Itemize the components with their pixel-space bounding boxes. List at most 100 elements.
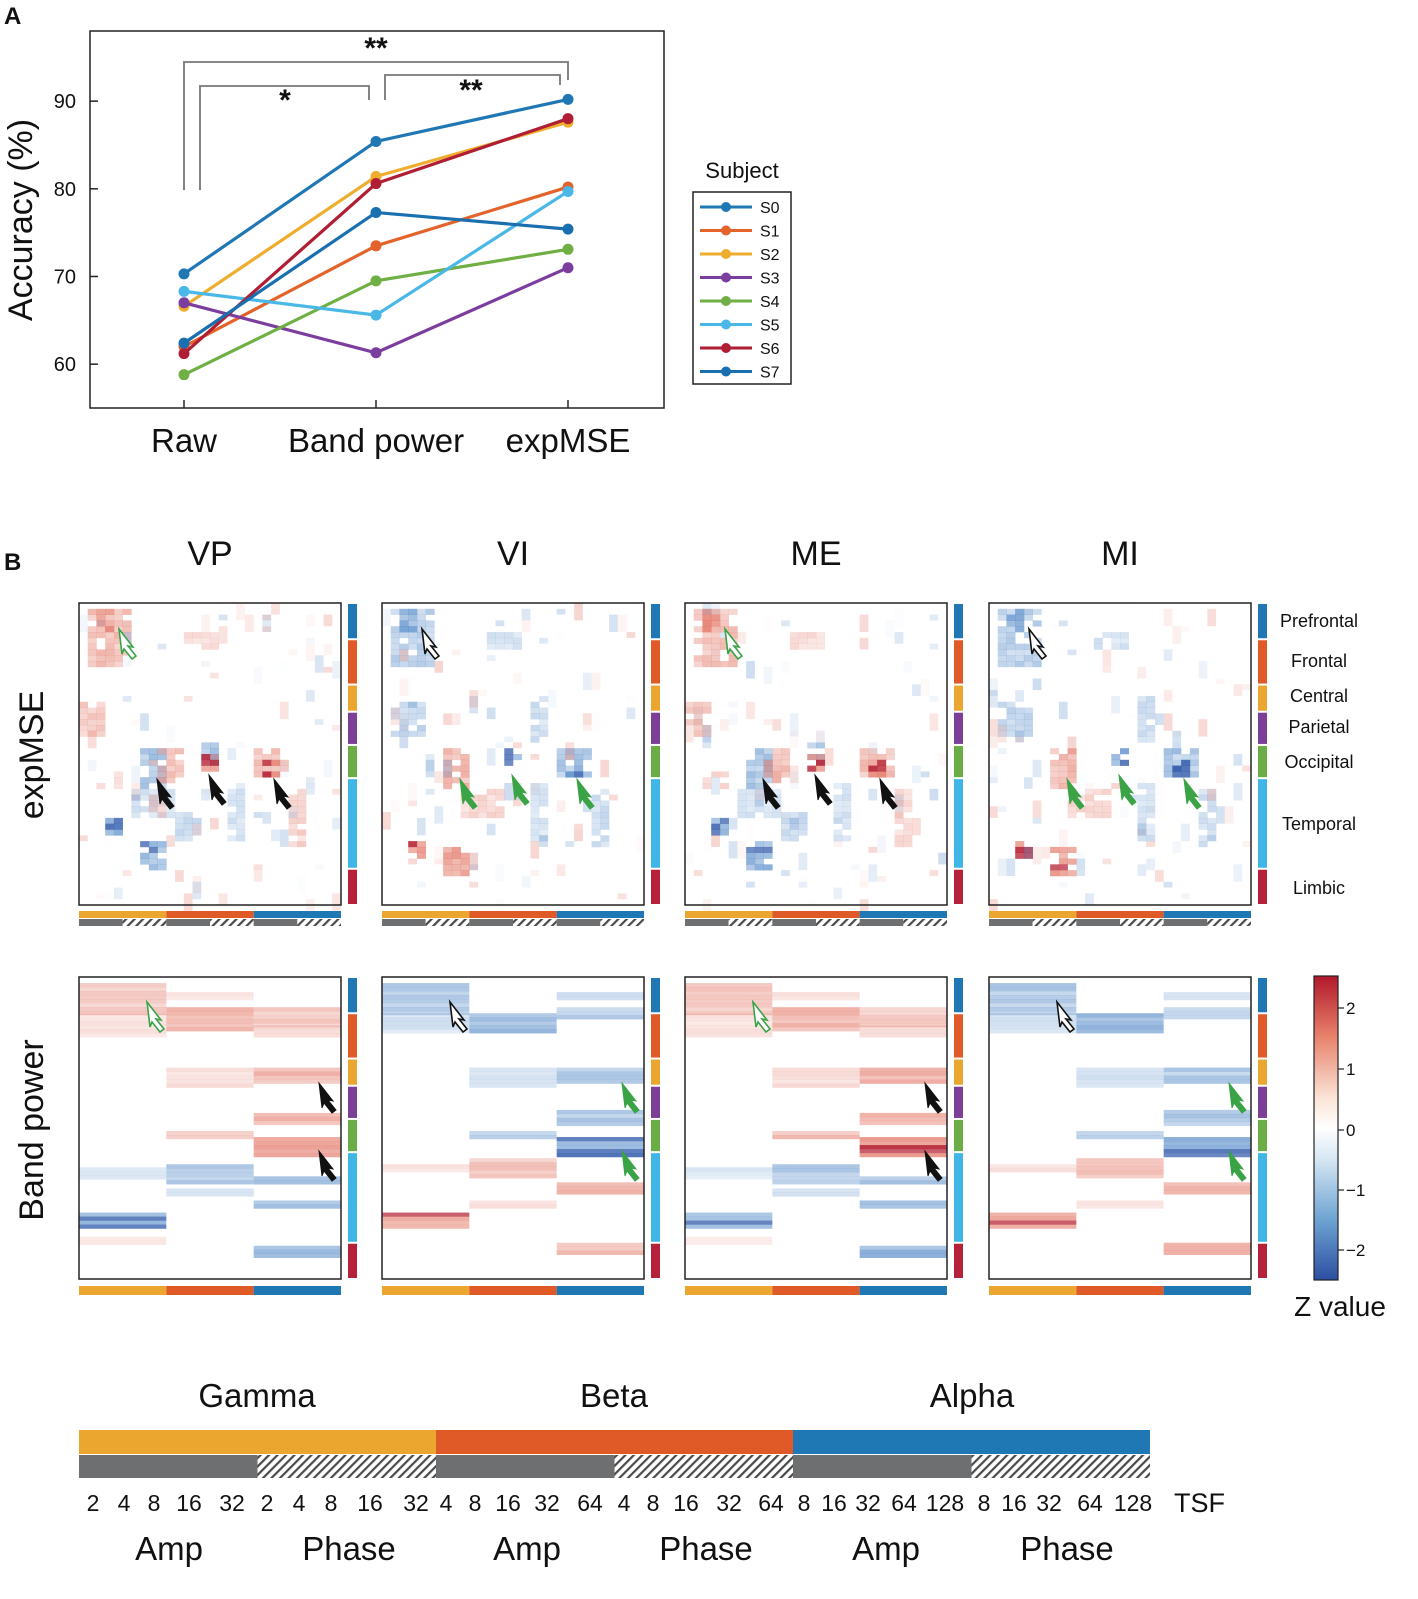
heatmap-cell <box>183 829 193 836</box>
heatmap-cell <box>574 759 584 766</box>
heatmap-cell <box>1207 794 1217 801</box>
heatmap-stripe <box>989 987 1077 992</box>
heatmap-stripe <box>556 1113 644 1119</box>
heatmap-stripe <box>469 1135 557 1140</box>
region-strip <box>651 869 660 904</box>
heatmap-cell <box>693 707 703 725</box>
region-strip <box>1258 869 1267 904</box>
phase-strip <box>1032 919 1077 926</box>
heatmap-stripe <box>989 983 1077 988</box>
heatmap-cell <box>443 759 453 766</box>
heatmap-cell <box>271 603 280 615</box>
heatmap-cell <box>175 829 185 836</box>
heatmap-stripe <box>166 1168 254 1173</box>
heatmap-cell <box>702 649 712 656</box>
heatmap-cell <box>1058 783 1068 790</box>
y-tick-label: 70 <box>54 266 76 288</box>
heatmap-cell <box>140 794 150 801</box>
significance-brackets: * **** <box>183 32 569 190</box>
heatmap-cell <box>711 649 720 661</box>
heatmap-cell <box>702 736 712 749</box>
heatmap-stripe <box>166 1075 254 1080</box>
heatmap-stripe <box>469 1131 557 1136</box>
heatmap-cell <box>201 788 210 801</box>
heatmap-cell <box>408 719 418 726</box>
heatmap-stripe <box>469 1075 557 1080</box>
heatmap-cell <box>1006 620 1016 627</box>
heatmap-cell <box>921 679 930 696</box>
heatmap-cell <box>416 707 426 714</box>
heatmap-cell <box>685 724 694 743</box>
heatmap-cell <box>746 852 756 859</box>
heatmap-cell <box>1006 608 1016 615</box>
heatmap-cell <box>1050 748 1060 755</box>
heatmap-stripe <box>469 1071 557 1076</box>
heatmap-cell <box>504 759 514 766</box>
heatmap-stripe <box>859 1071 947 1076</box>
colorbar-gradient <box>1313 975 1339 1281</box>
tsf-number: 8 <box>978 1490 991 1516</box>
heatmap-cell <box>399 608 409 615</box>
heatmap-cell <box>842 835 852 842</box>
heatmap-cell <box>140 754 150 761</box>
heatmap-cell <box>1015 724 1025 732</box>
region-strip <box>954 779 963 868</box>
heatmap-cell <box>894 817 904 824</box>
region-strip <box>651 1059 660 1085</box>
heatmap-cell <box>1137 695 1147 703</box>
heatmap-stripe <box>772 1015 860 1020</box>
heatmap-stripe <box>772 1071 860 1076</box>
heatmap-cell <box>166 748 176 755</box>
heatmap-cell <box>833 783 843 790</box>
heatmap-stripe <box>382 999 470 1004</box>
heatmap-cell <box>693 626 703 633</box>
heatmap-cell <box>79 730 89 737</box>
heatmap-cell <box>833 829 843 836</box>
heatmap-cell <box>1242 841 1251 847</box>
heatmap-stripe <box>859 1015 947 1020</box>
heatmap-cell <box>1015 626 1025 633</box>
heatmap-cell <box>868 765 878 772</box>
heatmap-stripe <box>859 1011 947 1016</box>
region-strip <box>651 978 660 1013</box>
heatmap-cell <box>885 771 895 778</box>
heatmap-cell <box>1163 713 1173 731</box>
heatmap-cell <box>737 841 747 859</box>
data-point <box>562 243 574 255</box>
heatmap-cell <box>574 823 583 842</box>
region-label-central: Central <box>1290 686 1348 706</box>
heatmap-cell <box>297 876 306 893</box>
heatmap-cell <box>1058 759 1068 766</box>
heatmap-grid: VP VI ME MI <box>78 535 1267 1295</box>
heatmap-cell <box>693 719 703 726</box>
heatmap-cell <box>737 806 747 813</box>
heatmap-cell <box>469 794 479 801</box>
heatmap-cell <box>280 661 289 673</box>
heatmap-cell <box>763 777 773 784</box>
heatmap-stripe <box>1076 1166 1164 1171</box>
phase-strip <box>903 919 947 926</box>
heatmap-cell <box>894 812 904 819</box>
heatmap-cell <box>772 719 782 731</box>
heatmap-cell <box>556 800 566 813</box>
heatmap-cell <box>148 765 158 772</box>
phase-strip <box>513 919 557 926</box>
heatmap-cell <box>271 829 280 842</box>
heatmap-cell <box>772 748 782 755</box>
heatmap-cell <box>105 661 115 668</box>
heatmap-cell <box>87 759 97 772</box>
heatmap-cell <box>1198 812 1208 819</box>
heatmap-cell <box>297 794 307 801</box>
heatmap-cell <box>711 620 721 627</box>
region-strip <box>651 1119 660 1152</box>
heatmap-cell <box>591 672 601 691</box>
feature-type-label: Amp <box>135 1530 203 1567</box>
heatmap-cell <box>1102 788 1112 795</box>
heatmap-stripe <box>79 1240 167 1245</box>
heatmap-cell <box>175 870 184 882</box>
heatmap-cell <box>122 620 132 627</box>
heatmap-cell <box>408 608 418 615</box>
heatmap-cell <box>227 812 237 819</box>
heatmap-cell <box>565 754 575 760</box>
